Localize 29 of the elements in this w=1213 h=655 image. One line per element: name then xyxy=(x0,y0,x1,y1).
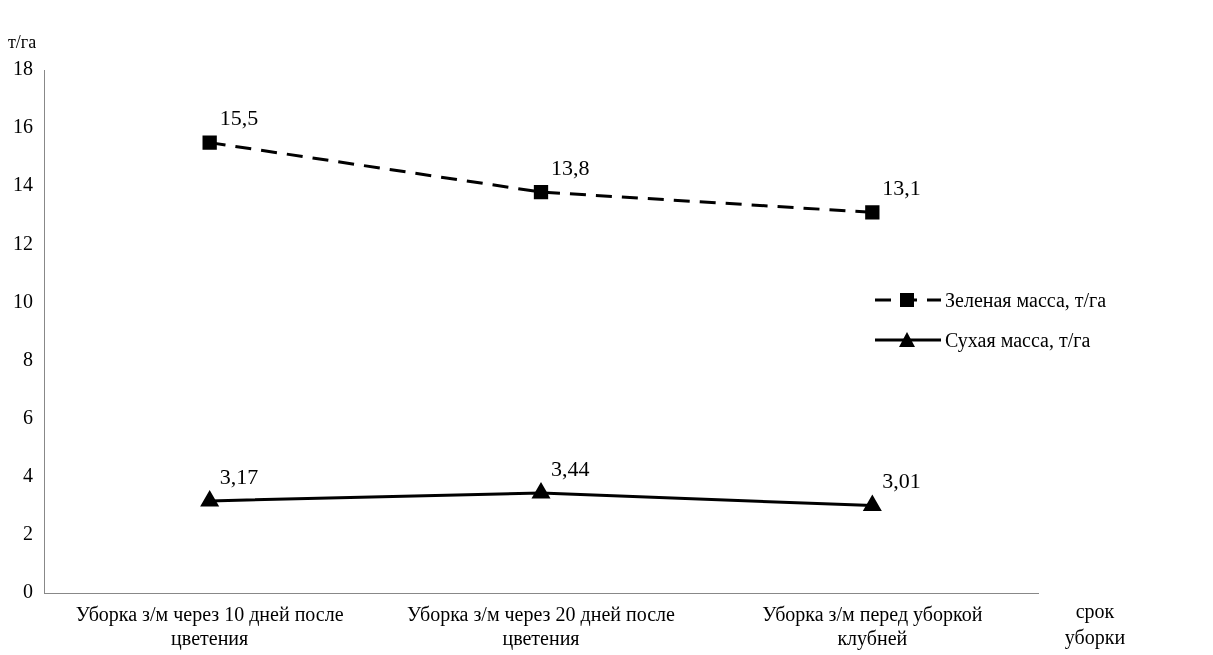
y-tick-label: 12 xyxy=(13,231,33,254)
y-tick-label: 2 xyxy=(23,522,33,545)
data-label: 13,1 xyxy=(882,175,921,201)
y-tick-label: 0 xyxy=(23,580,33,603)
x-tick-label: Уборка з/м через 20 дней после цветения xyxy=(407,603,676,651)
y-tick-label: 4 xyxy=(23,464,33,487)
point xyxy=(201,491,219,507)
point xyxy=(202,135,217,150)
point xyxy=(533,184,549,200)
y-tick-label: 8 xyxy=(23,347,33,370)
y-tick-label: 6 xyxy=(23,405,33,428)
point xyxy=(532,483,550,499)
x-axis-title: срок уборки xyxy=(1063,599,1127,650)
data-label: 13,8 xyxy=(551,154,590,180)
y-tick-label: 16 xyxy=(13,115,33,138)
data-label: 15,5 xyxy=(219,105,259,131)
point xyxy=(865,205,880,220)
data-label: 3,17 xyxy=(219,463,259,489)
y-tick-label: 14 xyxy=(13,173,33,196)
legend-label: Зеленая масса, т/га xyxy=(945,288,1107,312)
point xyxy=(863,496,881,512)
data-label: 3,44 xyxy=(551,455,590,481)
y-axis-title: т/га xyxy=(8,32,37,53)
x-tick-label: Уборка з/м через 10 дней после цветения xyxy=(75,603,344,651)
x-tick-label: Уборка з/м перед уборкой клубней xyxy=(762,603,983,651)
data-label: 3,01 xyxy=(882,468,921,494)
y-tick-label: 10 xyxy=(13,289,33,312)
legend-label: Сухая масса, т/га xyxy=(945,328,1091,352)
y-tick-label: 18 xyxy=(13,57,33,80)
